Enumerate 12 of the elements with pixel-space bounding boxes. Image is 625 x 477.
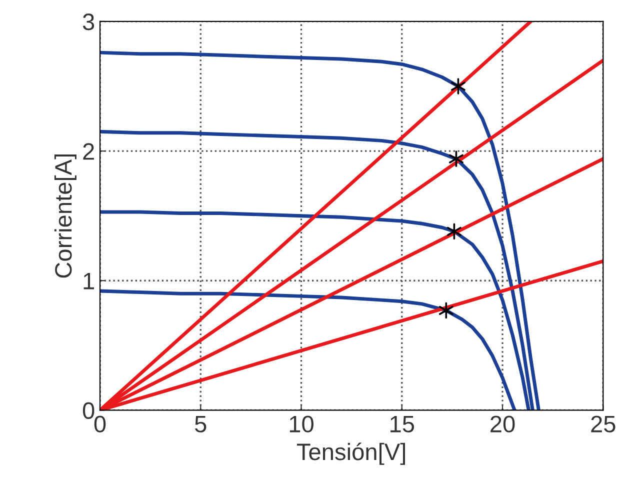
- x-tick-label: 0: [94, 416, 106, 432]
- x-tick-label: 25: [591, 416, 616, 432]
- y-tick-label: 2: [83, 143, 94, 160]
- x-tick-label: 5: [195, 416, 206, 432]
- y-axis-title: Corriente[A]: [54, 154, 76, 278]
- y-tick-label: 3: [82, 14, 94, 30]
- x-tick-label: 10: [290, 416, 314, 432]
- x-axis-title: Tensión[V]: [296, 442, 406, 465]
- x-tick-label: 15: [390, 416, 414, 432]
- y-tick-label: 1: [84, 272, 94, 290]
- y-tick-label: 0: [82, 402, 94, 420]
- x-tick-label: 20: [490, 416, 515, 432]
